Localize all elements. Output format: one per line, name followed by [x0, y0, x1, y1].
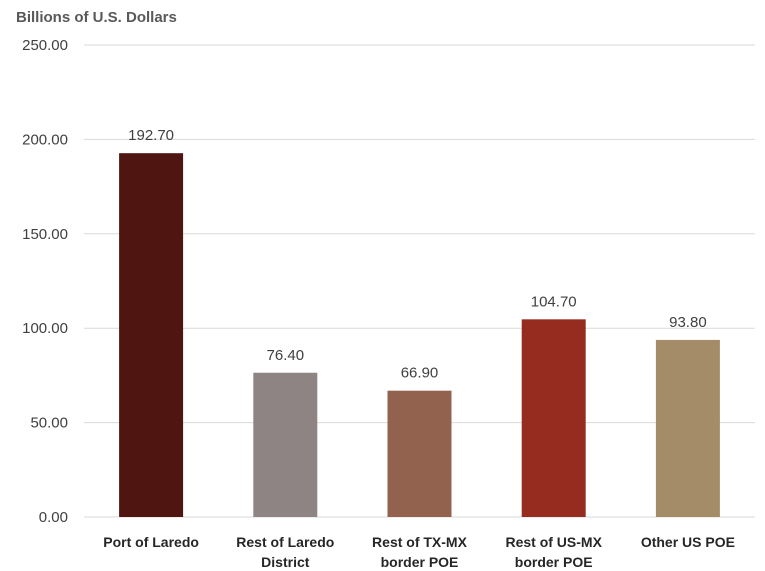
data-label: 104.70	[531, 293, 577, 310]
x-tick-label: border POE	[515, 554, 593, 570]
data-label: 93.80	[669, 314, 707, 331]
bar	[119, 153, 184, 517]
y-tick-label: 150.00	[22, 226, 68, 243]
x-axis-categories: Port of Laredo Rest of Laredo District Rest…	[103, 534, 735, 570]
data-label: 66.90	[401, 365, 439, 382]
gridlines	[84, 44, 755, 518]
y-tick-label: 50.00	[30, 415, 68, 432]
bar	[387, 390, 452, 517]
bar	[521, 319, 586, 517]
x-tick-label: Other US POE	[641, 534, 735, 550]
x-tick-label: border POE	[381, 554, 459, 570]
y-tick-label: 100.00	[22, 320, 68, 337]
y-tick-label: 250.00	[22, 37, 68, 54]
y-axis-ticks: 0.00 50.00 100.00 150.00 200.00 250.00	[22, 37, 68, 526]
data-label: 76.40	[267, 347, 305, 364]
y-tick-label: 200.00	[22, 131, 68, 148]
x-tick-label: Rest of US-MX	[505, 534, 602, 550]
x-tick-label: Port of Laredo	[103, 534, 199, 550]
x-tick-label: District	[261, 554, 310, 570]
bars	[119, 153, 720, 517]
bar	[253, 372, 318, 517]
y-axis-title: Billions of U.S. Dollars	[16, 9, 177, 26]
y-tick-label: 0.00	[39, 509, 68, 526]
data-labels: 192.70 76.40 66.90 104.70 93.80	[128, 127, 707, 382]
data-label: 192.70	[128, 127, 174, 144]
x-tick-label: Rest of TX-MX	[372, 534, 468, 550]
bar	[655, 339, 720, 517]
x-tick-label: Rest of Laredo	[236, 534, 334, 550]
